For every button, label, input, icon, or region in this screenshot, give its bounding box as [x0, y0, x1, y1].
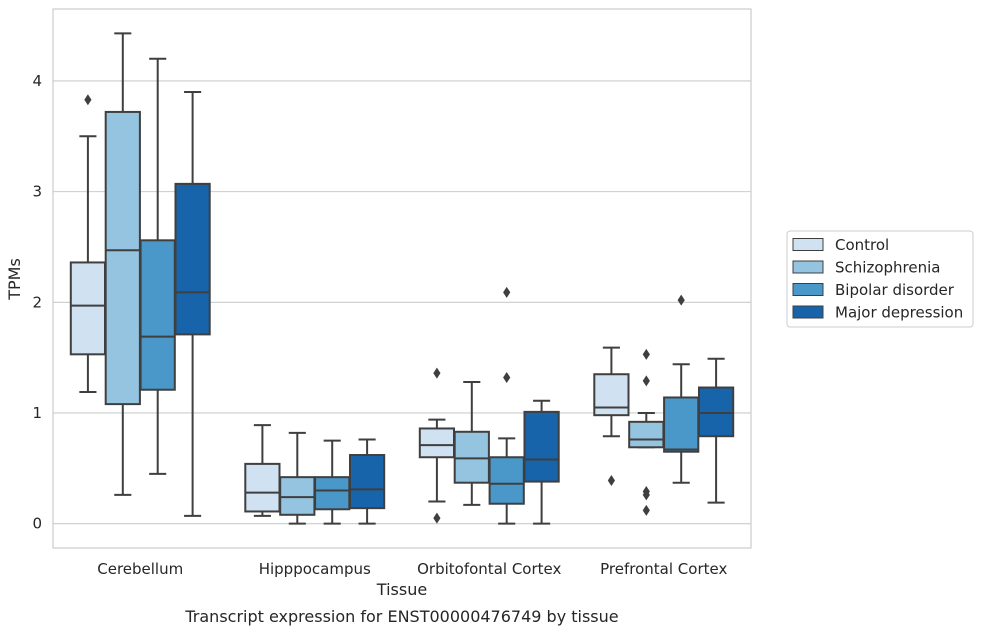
- y-tick-labels: 0 1 2 3 4: [32, 72, 42, 533]
- box: [697, 386, 735, 438]
- legend-swatch: [792, 260, 824, 274]
- outlier-point: [642, 489, 650, 501]
- x-tick-label: Orbitofontal Cortex: [417, 560, 561, 578]
- box-plot: [523, 399, 560, 525]
- x-tick-label: Hipppocampus: [259, 560, 371, 578]
- box-plot: [697, 357, 735, 504]
- box-plot: [139, 57, 176, 475]
- outlier-point: [607, 474, 615, 486]
- x-tick-label: Prefrontal Cortex: [600, 560, 727, 578]
- box: [593, 373, 630, 417]
- legend-swatch: [792, 238, 824, 251]
- box: [104, 110, 141, 406]
- y-tick-label: 1: [32, 404, 42, 422]
- legend-swatch: [792, 283, 824, 296]
- box-plot: [628, 348, 665, 516]
- y-tick-label: 2: [32, 293, 42, 311]
- legend-label: Schizophrenia: [835, 259, 940, 277]
- outlier-point: [642, 348, 650, 360]
- box: [348, 454, 386, 510]
- box-plot: [244, 424, 281, 517]
- box: [453, 430, 490, 484]
- plot-frame: [52, 8, 752, 549]
- box-plot: [488, 286, 525, 525]
- outlier-point: [503, 286, 511, 298]
- box-plot: [279, 431, 316, 525]
- box: [174, 182, 211, 336]
- outlier-point: [433, 512, 441, 524]
- box: [244, 462, 281, 513]
- box-plot: [418, 367, 456, 524]
- box-plot: [314, 439, 351, 525]
- outlier-point: [84, 94, 92, 106]
- outlier-point: [642, 504, 650, 516]
- outlier-point: [503, 372, 511, 384]
- legend-label: Control: [835, 236, 889, 254]
- box: [69, 261, 107, 356]
- y-tick-label: 3: [32, 183, 42, 201]
- box-plot: [174, 91, 211, 517]
- y-tick-label: 0: [32, 515, 42, 533]
- legend-swatch: [792, 305, 824, 319]
- box: [628, 420, 665, 449]
- outlier-point: [433, 367, 441, 379]
- chart-caption: Transcript expression for ENST0000047674…: [184, 607, 618, 626]
- outlier-point: [677, 294, 685, 306]
- box: [279, 476, 316, 516]
- box: [418, 427, 456, 459]
- x-axis-label: Tissue: [376, 580, 427, 599]
- box-plot: [593, 346, 630, 486]
- box: [488, 456, 525, 505]
- box-plot: [104, 32, 141, 496]
- y-axis-label: TPMs: [5, 258, 24, 301]
- y-tick-label: 4: [32, 72, 42, 90]
- box: [523, 410, 560, 483]
- x-tick-labels: Cerebellum Hipppocampus Orbitofontal Corte…: [97, 560, 727, 578]
- legend-label: Major depression: [835, 304, 963, 322]
- legend-frame: [786, 230, 974, 328]
- box-plot: [663, 294, 700, 484]
- box: [314, 476, 351, 511]
- box-plots: [69, 32, 735, 525]
- legend-label: Bipolar disorder: [835, 281, 955, 299]
- box: [139, 239, 176, 391]
- outlier-point: [642, 375, 650, 387]
- box-plot: [69, 94, 107, 393]
- box: [663, 396, 700, 453]
- legend: Control Schizophrenia Bipolar disorder Majo…: [786, 230, 974, 328]
- x-tick-label: Cerebellum: [97, 560, 183, 578]
- box-plot: [453, 380, 490, 506]
- box-plot: [348, 438, 386, 525]
